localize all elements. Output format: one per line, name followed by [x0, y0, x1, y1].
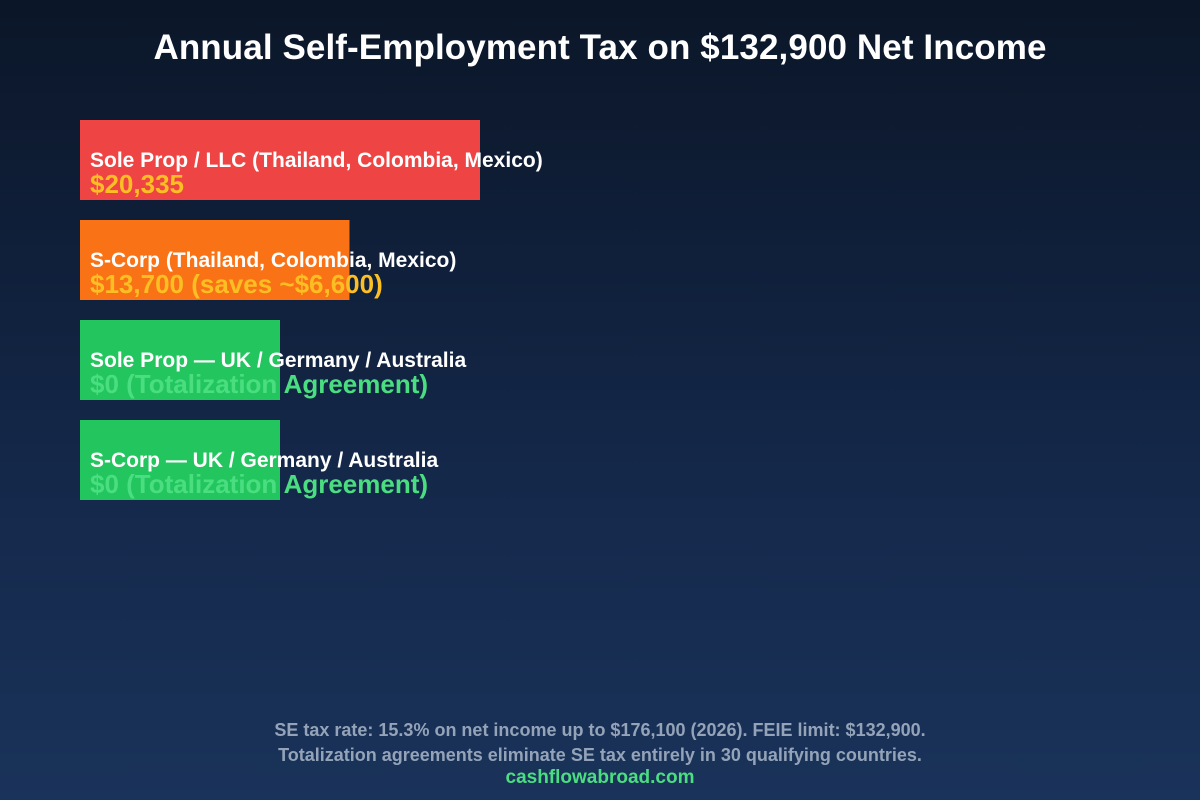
- bar-2: [80, 220, 350, 300]
- bar-label-4: S-Corp — UK / Germany / Australia: [90, 449, 438, 472]
- bar-value-4: $0 (Totalization Agreement): [90, 469, 428, 499]
- bar-label-1: Sole Prop / LLC (Thailand, Colombia, Mex…: [90, 149, 543, 172]
- bar-1: [80, 120, 480, 200]
- bar-label-3: Sole Prop — UK / Germany / Australia: [90, 349, 466, 372]
- bar-4: [80, 420, 280, 500]
- bar-3: [80, 320, 280, 400]
- bar-label-2: S-Corp (Thailand, Colombia, Mexico): [90, 249, 456, 272]
- footnote-totalization: Totalization agreements eliminate SE tax…: [278, 745, 922, 765]
- bar-value-2: $13,700 (saves ~$6,600): [90, 269, 383, 299]
- site-link[interactable]: cashflowabroad.com: [505, 767, 695, 788]
- bar-value-1: $20,335: [90, 169, 184, 199]
- chart-title: Annual Self-Employment Tax on $132,900 N…: [153, 28, 1047, 67]
- footnote-rate: SE tax rate: 15.3% on net income up to $…: [274, 720, 926, 740]
- bar-value-3: $0 (Totalization Agreement): [90, 369, 428, 399]
